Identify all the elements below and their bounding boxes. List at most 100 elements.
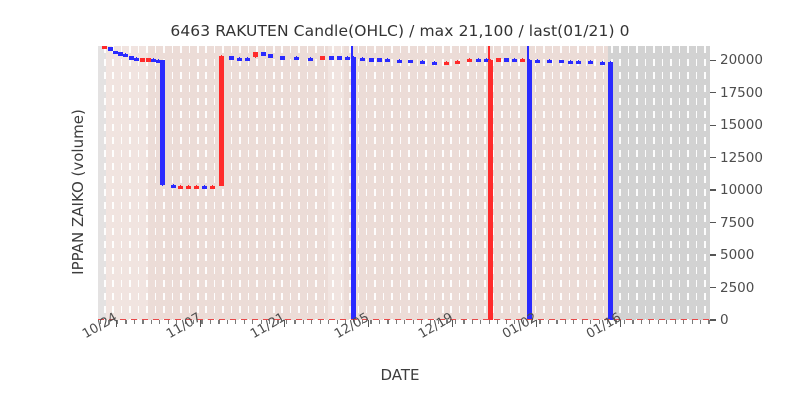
candle-wick <box>371 57 373 59</box>
candle-body <box>210 185 215 189</box>
candle-body <box>151 58 156 63</box>
y-tick-label: 0 <box>720 312 729 328</box>
x-tick-mark-minor <box>463 320 465 324</box>
candle-body <box>496 58 501 62</box>
chart-title: 6463 RAKUTEN Candle(OHLC) / max 21,100 /… <box>170 22 630 40</box>
candle-body <box>504 58 509 62</box>
x-tick-mark-minor <box>640 320 643 324</box>
x-tick-mark-minor <box>294 320 296 324</box>
candle-body <box>568 60 573 65</box>
x-tick-mark-minor <box>277 320 279 324</box>
y-tick-label: 17500 <box>720 84 763 101</box>
candle-body <box>337 56 342 60</box>
x-tick-mark-minor <box>260 320 262 324</box>
x-tick-mark-minor <box>116 320 119 324</box>
x-tick-mark-minor <box>505 320 507 324</box>
x-tick-mark-minor <box>252 320 254 324</box>
plot-area <box>98 46 710 320</box>
x-tick-mark-minor <box>412 320 414 324</box>
candle-body <box>113 51 118 55</box>
x-axis: 10/24 11/07 11/21 12/05 12/19 01/02 01/16 <box>80 310 710 390</box>
candle-body <box>261 52 266 56</box>
candle-body <box>608 61 613 320</box>
candle-body <box>488 59 493 320</box>
y-tick-mark <box>710 124 716 126</box>
y-axis: 0 2500 5000 7500 10000 12500 15000 17500 20000 <box>710 46 798 328</box>
candle-wick <box>602 60 604 63</box>
x-tick-mark-minor <box>218 320 220 324</box>
candle-body <box>171 184 176 189</box>
x-tick-mark-minor <box>708 320 710 324</box>
x-tick-mark-minor <box>598 320 600 324</box>
candle-body <box>559 60 564 64</box>
candle-wick <box>212 184 214 187</box>
candle-body <box>484 58 489 63</box>
x-tick-mark-minor <box>336 320 338 324</box>
candle-body <box>476 58 481 63</box>
x-tick-mark-minor <box>539 320 541 324</box>
x-tick-mark-minor <box>328 320 330 324</box>
x-axis-title: DATE <box>380 366 420 384</box>
y-tick-mark <box>710 92 716 94</box>
y-tick-label: 2500 <box>720 279 755 296</box>
y-tick-label: 15000 <box>720 117 763 134</box>
x-tick-mark-minor <box>514 320 516 324</box>
background-band-right-gray <box>608 46 710 320</box>
candle-wick <box>347 56 349 58</box>
y-tick-mark <box>710 156 716 159</box>
x-tick-mark-minor <box>184 320 186 324</box>
x-tick-mark-minor <box>691 320 693 324</box>
y-axis-tick: 10000 <box>710 182 763 198</box>
candle-body <box>268 54 273 58</box>
y-axis-tick: 12500 <box>710 150 763 166</box>
x-tick-mark-minor <box>395 320 397 324</box>
x-tick-mark-minor <box>167 320 169 324</box>
candle-body <box>385 58 390 63</box>
y-axis-tick: 7500 <box>710 215 754 231</box>
x-tick-mark-minor <box>446 320 448 324</box>
y-tick-label: 5000 <box>720 247 755 264</box>
x-tick-mark-minor <box>581 320 583 324</box>
x-tick-mark-minor <box>361 320 364 324</box>
candle-body <box>369 58 374 62</box>
y-tick-mark <box>710 189 716 191</box>
candle-body <box>527 59 532 320</box>
candle-body <box>308 57 313 61</box>
x-tick-mark-minor <box>370 320 372 324</box>
y-axis-tick: 17500 <box>710 85 763 101</box>
candle-body <box>245 57 250 61</box>
x-tick-mark-minor <box>666 320 668 324</box>
background-band-pink-light-b <box>328 46 344 320</box>
background-band-left-gray <box>98 46 106 320</box>
x-tick-mark-minor <box>471 320 474 324</box>
candle-wick <box>434 60 436 63</box>
x-tick-mark-minor <box>429 320 431 324</box>
x-tick-mark-minor <box>573 320 575 324</box>
candle-body <box>129 56 134 60</box>
candle-body <box>455 60 460 65</box>
candle-body <box>377 58 382 62</box>
candle-body <box>420 60 425 65</box>
candle-body <box>123 53 128 57</box>
candle-body <box>253 52 258 58</box>
candle-body <box>219 56 224 186</box>
x-tick-mark-minor <box>150 320 152 324</box>
candle-wick <box>446 60 448 63</box>
candle-wick <box>142 57 144 59</box>
candle-body <box>520 58 525 63</box>
x-tick-mark-major <box>536 320 538 327</box>
x-tick-mark-minor <box>497 320 499 324</box>
candle-body <box>329 56 334 60</box>
candle-body <box>280 56 285 60</box>
x-tick-mark-minor <box>547 320 550 324</box>
x-tick-mark-minor <box>319 320 321 324</box>
x-tick-mark-minor <box>387 320 389 324</box>
x-tick-mark-minor <box>454 320 457 324</box>
x-tick-mark-minor <box>623 320 626 324</box>
candle-body <box>202 185 207 189</box>
x-tick-mark-minor <box>353 320 355 324</box>
candle-body <box>134 57 139 61</box>
candle-body <box>444 61 449 65</box>
x-tick-mark-minor <box>193 320 195 324</box>
x-tick-mark-major <box>200 320 202 327</box>
